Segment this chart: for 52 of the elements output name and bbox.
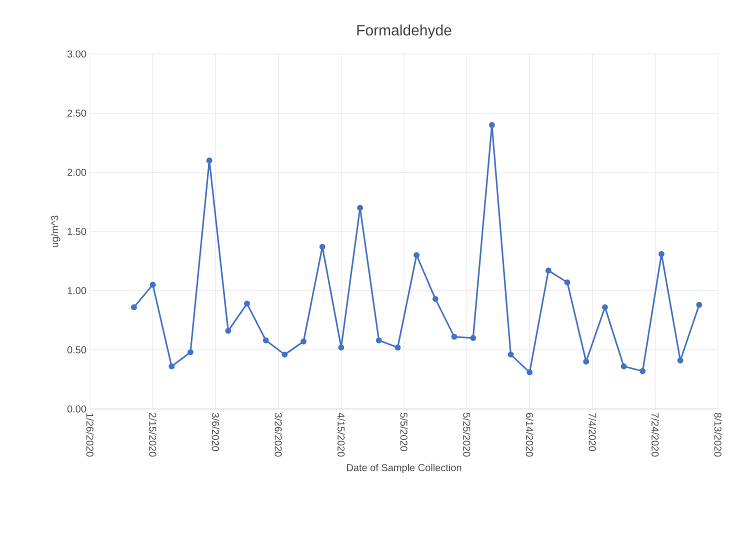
y-axis-title: ug/m^3 bbox=[50, 216, 60, 248]
point bbox=[338, 344, 344, 350]
point bbox=[300, 338, 307, 345]
point bbox=[620, 363, 627, 370]
point bbox=[376, 337, 382, 344]
x-tick-label: 4/15/2020 bbox=[338, 412, 345, 457]
y-tick-label: 0.00 bbox=[67, 405, 86, 413]
point bbox=[432, 296, 438, 302]
x-tick-label: 3/6/2020 bbox=[212, 412, 220, 452]
point bbox=[564, 279, 570, 286]
x-tick-label: 7/24/2020 bbox=[652, 413, 659, 457]
point bbox=[187, 349, 194, 356]
point bbox=[394, 344, 401, 350]
chart-title: Formaldehyde bbox=[357, 24, 452, 38]
point bbox=[526, 369, 533, 376]
y-tick-label: 1.50 bbox=[68, 228, 86, 236]
x-tick-label: 5/25/2020 bbox=[463, 412, 470, 457]
point bbox=[451, 334, 458, 340]
point bbox=[150, 282, 156, 288]
point bbox=[602, 304, 608, 310]
point bbox=[414, 252, 420, 258]
x-tick-label: 6/14/2020 bbox=[526, 413, 534, 457]
x-tick-label: 3/26/2020 bbox=[274, 412, 282, 457]
point bbox=[282, 352, 288, 358]
y-tick-label: 2.00 bbox=[68, 168, 86, 176]
point bbox=[658, 250, 664, 257]
y-tick-label: 3.00 bbox=[67, 50, 86, 58]
point bbox=[206, 157, 212, 164]
point bbox=[130, 304, 137, 310]
x-tick-label: 1/26/2020 bbox=[86, 413, 94, 457]
point bbox=[225, 328, 232, 334]
point bbox=[262, 337, 269, 344]
point bbox=[677, 357, 684, 364]
x-tick-label: 5/5/2020 bbox=[400, 412, 408, 452]
y-tick-label: 1.00 bbox=[68, 287, 86, 294]
x-tick-label: 7/4/2020 bbox=[588, 413, 596, 452]
y-tick-label: 2.50 bbox=[68, 110, 86, 117]
point bbox=[583, 358, 590, 365]
point bbox=[545, 268, 552, 274]
y-tick-label: 0.50 bbox=[67, 346, 86, 354]
point bbox=[319, 244, 326, 250]
point bbox=[470, 334, 476, 341]
x-tick-label: 8/13/2020 bbox=[714, 412, 722, 457]
point bbox=[168, 363, 175, 370]
point bbox=[640, 368, 646, 374]
x-axis-title: Date of Sample Collection bbox=[347, 464, 462, 474]
point bbox=[508, 352, 514, 358]
point bbox=[357, 204, 364, 211]
point bbox=[488, 122, 495, 128]
point bbox=[696, 302, 702, 308]
point bbox=[244, 300, 250, 307]
x-tick-label: 2/15/2020 bbox=[149, 413, 156, 457]
